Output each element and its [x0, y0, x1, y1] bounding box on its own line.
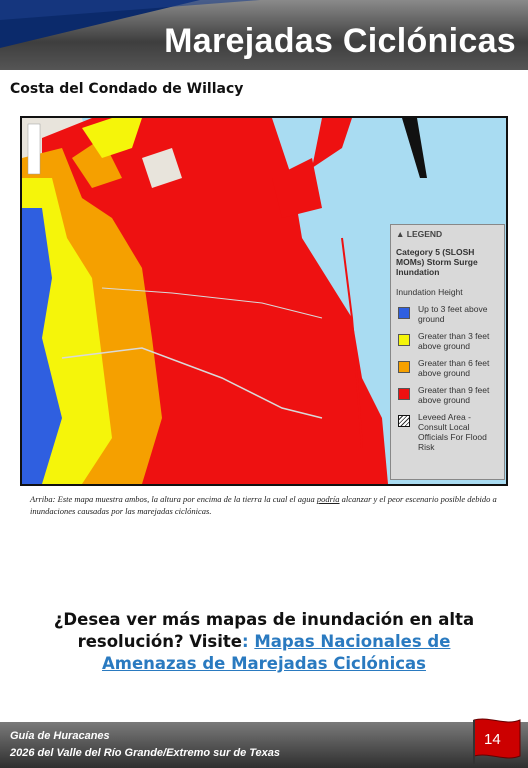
legend-swatch — [398, 334, 410, 346]
legend-label: Leveed Area - Consult Local Officials Fo… — [418, 412, 487, 452]
page-flag — [473, 718, 521, 764]
legend-swatch — [398, 415, 410, 427]
legend-item: Greater than 3 feet above ground — [396, 331, 499, 351]
caption-underlined: podría — [316, 494, 340, 504]
legend-swatch — [398, 388, 410, 400]
map-link[interactable]: Mapas Nacionales de Amenazas de Marejada… — [102, 632, 451, 673]
legend-subheading: Inundation Height — [396, 287, 463, 297]
subtitle: Costa del Condado de Willacy — [10, 81, 244, 97]
legend-swatch — [398, 361, 410, 373]
header-decor — [0, 0, 260, 48]
footer-line: 2026 del Valle del Río Grande/Extremo su… — [10, 747, 281, 759]
footer-band — [0, 722, 528, 768]
header-band — [0, 0, 528, 70]
legend-item: Greater than 9 feet above ground — [396, 385, 499, 405]
legend-items: Up to 3 feet above ground Greater than 3 … — [396, 304, 499, 452]
legend-swatch — [398, 307, 410, 319]
caption-text: alcanzar y el peor escenario posible deb… — [30, 494, 497, 516]
question-colon: : — [241, 632, 249, 651]
legend-item: Greater than 6 feet above ground — [396, 358, 499, 378]
page-number: 14 — [484, 731, 501, 748]
legend-heading-text: LEGEND — [406, 229, 443, 239]
legend-heading: ▲ LEGEND — [396, 229, 443, 239]
page-title: Marejadas Ciclónicas — [164, 22, 516, 60]
legend-label: Up to 3 feet above ground — [418, 304, 488, 324]
footer-line: Guía de Huracanes — [10, 730, 110, 742]
legend-label: Greater than 3 feet above ground — [418, 331, 490, 351]
caption: Arriba: Este mapa muestra ambos, la altu… — [30, 493, 500, 517]
legend-item: Up to 3 feet above ground — [396, 304, 499, 324]
legend-item: Leveed Area - Consult Local Officials Fo… — [396, 412, 499, 452]
question: ¿Desea ver más mapas de inundación en al… — [40, 609, 488, 675]
surge-map: ▲ LEGEND Category 5 (SLOSH MOMs) Storm S… — [20, 116, 508, 486]
legend-label: Greater than 6 feet above ground — [418, 358, 490, 378]
caption-text: Arriba: Este mapa muestra ambos, la altu… — [30, 494, 317, 504]
legend-label: Greater than 9 feet above ground — [418, 385, 490, 405]
map-legend: ▲ LEGEND Category 5 (SLOSH MOMs) Storm S… — [390, 224, 505, 480]
legend-title: Category 5 (SLOSH MOMs) Storm Surge Inun… — [396, 247, 478, 277]
question-text: ¿Desea ver más mapas de inundación en al… — [53, 610, 475, 651]
